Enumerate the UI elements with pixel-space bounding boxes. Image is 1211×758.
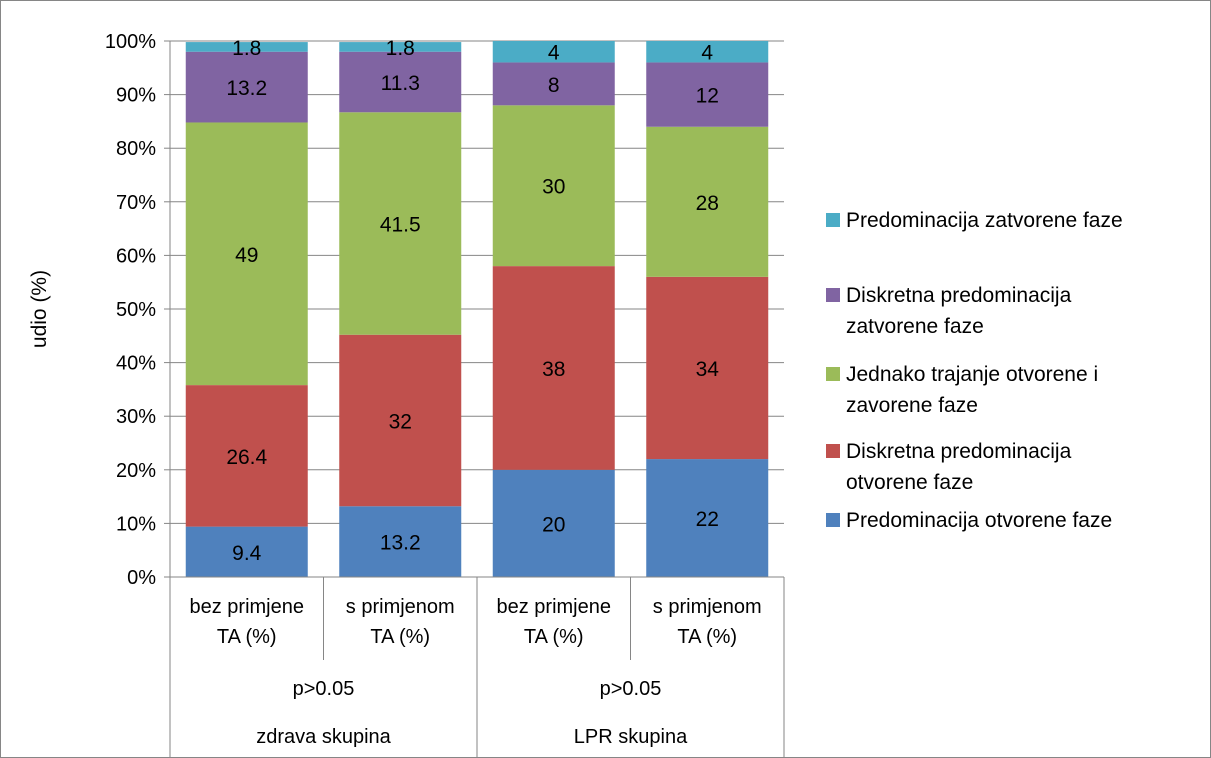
group-p-value: p>0.05 [600, 678, 662, 700]
bar-segment [646, 276, 769, 460]
category-label: s primjenom [653, 596, 762, 618]
data-label: 20 [542, 513, 565, 536]
y-tick-label: 50% [116, 299, 156, 321]
bar-segment [339, 112, 462, 335]
axes [169, 41, 785, 758]
legend-swatch [826, 213, 840, 227]
legend-swatch [826, 288, 840, 302]
data-label: 34 [696, 358, 720, 381]
data-label: 13.2 [380, 532, 421, 555]
legend-swatch [826, 444, 840, 458]
data-label: 11.3 [381, 72, 420, 95]
legend-label: otvorene faze [846, 471, 973, 494]
data-label: 38 [542, 358, 565, 381]
data-label: 12 [696, 85, 719, 108]
data-label: 32 [389, 410, 412, 433]
data-label: 30 [542, 176, 565, 199]
bar-segment [185, 526, 308, 577]
bar-segment [646, 459, 769, 577]
bar-segment [492, 105, 615, 267]
y-tick-label: 40% [116, 353, 156, 375]
bar-segment [339, 334, 462, 507]
category-label: TA (%) [370, 626, 430, 648]
bar-segment [339, 506, 462, 577]
legend-label: Diskretna predominacija [846, 440, 1072, 463]
data-label: 9.4 [232, 542, 262, 565]
bar-segment [185, 42, 308, 52]
data-label: 4 [548, 42, 560, 65]
bar-segment [492, 266, 615, 470]
y-tick-label: 60% [116, 245, 156, 267]
data-label: 22 [696, 508, 719, 531]
group-label: LPR skupina [574, 726, 688, 748]
data-label: 41.5 [380, 214, 421, 237]
category-label: TA (%) [217, 626, 277, 648]
bar-segment [646, 62, 769, 127]
group-label: zdrava skupina [256, 726, 391, 748]
y-tick-label: 100% [105, 31, 156, 53]
data-label: 1.8 [386, 37, 415, 60]
data-label: 4 [701, 42, 713, 65]
bar-segment [185, 51, 308, 123]
bar-segment [492, 469, 615, 577]
x-axis-categories: bez primjene TA (%) s primjenom TA (%) bez p… [189, 596, 761, 748]
bar-segment [646, 126, 769, 277]
legend-label: Predominacija zatvorene faze [846, 209, 1123, 232]
bar-segment [492, 62, 615, 106]
legend-swatch [826, 367, 840, 381]
bar-segment [185, 122, 308, 386]
legend-label: Jednako trajanje otvorene i [846, 363, 1098, 386]
y-tick-label: 0% [127, 567, 156, 589]
data-label: 26.4 [226, 446, 267, 469]
data-label: 8 [548, 74, 560, 97]
bar-segment [646, 41, 769, 63]
y-axis-label: udio (%) [28, 270, 51, 348]
category-label: TA (%) [524, 626, 584, 648]
legend: Predominacija zatvorene faze Diskretna pr… [826, 209, 1123, 532]
category-label: s primjenom [346, 596, 455, 618]
data-label: 13.2 [226, 77, 267, 100]
y-tick-label: 30% [116, 406, 156, 428]
category-label: bez primjene [496, 596, 611, 618]
data-label: 28 [696, 192, 719, 215]
y-tick-label: 90% [116, 85, 156, 107]
y-tick-label: 80% [116, 138, 156, 160]
data-label: 49 [235, 244, 258, 267]
bar-segment [339, 51, 462, 113]
group-p-value: p>0.05 [293, 678, 355, 700]
y-tick-label: 70% [116, 192, 156, 214]
legend-label: zatvorene faze [846, 315, 984, 338]
legend-label: Predominacija otvorene faze [846, 509, 1112, 532]
data-label: 1.8 [232, 37, 261, 60]
y-tick-label: 20% [116, 460, 156, 482]
bar-segment [492, 41, 615, 63]
bars: 9.4 26.4 49 13.2 1.8 13.2 32 41.5 11.3 1.8 20 38 30 8… [185, 37, 769, 577]
category-label: TA (%) [677, 626, 737, 648]
legend-swatch [826, 513, 840, 527]
y-axis-ticks: 0% 10% 20% 30% 40% 50% 60% 70% 80% 90% 100% [105, 31, 170, 589]
bar-segment [185, 385, 308, 527]
legend-label: zavorene faze [846, 394, 978, 417]
bar-segment [339, 42, 462, 52]
category-label: bez primjene [189, 596, 304, 618]
y-tick-label: 10% [116, 513, 156, 535]
legend-label: Diskretna predominacija [846, 284, 1072, 307]
